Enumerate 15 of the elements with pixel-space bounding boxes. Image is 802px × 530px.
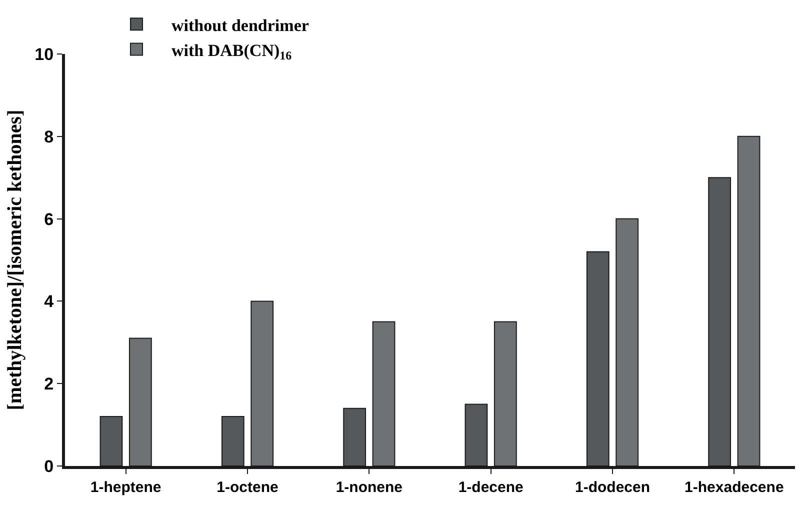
y-tick-label: 10: [34, 44, 54, 64]
y-tick-label: 8: [44, 127, 54, 146]
x-tick-label: 1-octene: [216, 479, 278, 496]
x-tick-label: 1-heptene: [90, 479, 162, 496]
x-tick-label: 1-nonene: [336, 479, 403, 496]
x-tick-label: 1-decene: [458, 479, 524, 496]
legend-label: with DAB(CN)$_{16}$: [172, 40, 292, 62]
y-axis-title: [methylketone]/[isomeric kethones]: [4, 110, 26, 410]
y-tick-label: 4: [44, 292, 54, 312]
x-tick-label: 1-dodecen: [574, 479, 650, 496]
legend-label: without dendrimer: [172, 16, 310, 35]
y-tick-label: 6: [44, 210, 54, 229]
y-tick-label: 2: [44, 374, 54, 394]
y-tick-label: 0: [44, 456, 54, 476]
x-tick-label: 1-hexadecene: [684, 479, 784, 496]
